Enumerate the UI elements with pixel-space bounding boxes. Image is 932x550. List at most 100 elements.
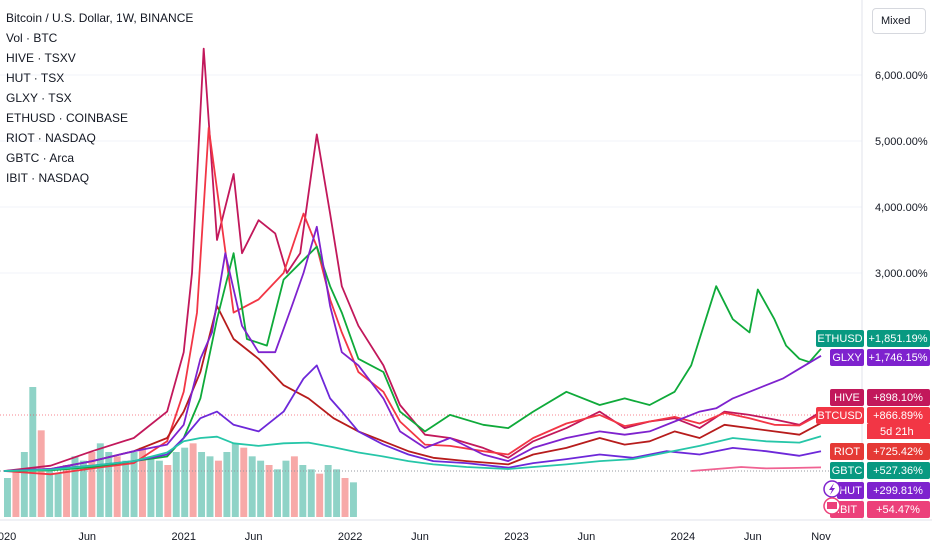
volume-bar <box>29 387 37 517</box>
series-value-tag[interactable] <box>867 501 930 518</box>
series-value-tag[interactable] <box>867 330 930 347</box>
series-value-label: +898.10% <box>873 392 923 404</box>
volume-bar <box>223 452 231 517</box>
legend-item-riot[interactable]: RIOT · NASDAQ <box>6 131 96 145</box>
x-tick-label: 2020 <box>0 531 16 543</box>
series-name-label: IBIT <box>837 504 857 516</box>
volume-bar <box>79 460 87 517</box>
y-tick-label: 5,000.00% <box>875 136 928 148</box>
x-tick-label: 2021 <box>171 531 195 543</box>
volume-bar <box>12 469 20 517</box>
volume-bar <box>248 456 256 517</box>
legend-item-hut[interactable]: HUT · TSX <box>6 71 65 85</box>
axis-icons <box>823 480 841 515</box>
series-value-tag[interactable] <box>867 443 930 460</box>
series-lines <box>3 47 822 476</box>
x-tick-label: 2022 <box>338 531 362 543</box>
volume-bar <box>333 469 341 517</box>
lightning-icon-glyph <box>829 483 835 495</box>
y-tick-label: 6,000.00% <box>875 70 928 82</box>
volume-bar <box>63 465 71 517</box>
volume-bar <box>88 452 96 517</box>
series-name-tag[interactable] <box>830 349 864 366</box>
x-tick-label: 2024 <box>671 531 695 543</box>
x-tick-label: Jun <box>578 531 596 543</box>
series-line-ethusd[interactable] <box>3 245 822 472</box>
series-line-hut[interactable] <box>3 364 822 472</box>
series-name-tag[interactable] <box>830 462 864 479</box>
volume-bar <box>71 456 79 517</box>
series-name-tag[interactable] <box>837 482 864 499</box>
series-name-label: GLXY <box>832 352 862 364</box>
volume-bar <box>324 465 332 517</box>
volume-bar <box>307 469 315 517</box>
series-name-label: BTCUSD <box>817 410 862 422</box>
volume-bar <box>282 460 290 517</box>
chart-title[interactable]: Bitcoin / U.S. Dollar, 1W, BINANCE <box>6 11 194 25</box>
legend-item-ethusd[interactable]: ETHUSD · COINBASE <box>6 111 129 125</box>
flag-icon-glyph <box>827 502 837 509</box>
volume-bar <box>172 452 180 517</box>
countdown-tag <box>867 424 930 439</box>
volume-bar <box>96 443 104 517</box>
series-value-label: +54.47% <box>876 504 920 516</box>
series-line-hive[interactable] <box>3 47 822 472</box>
series-line-ibit[interactable] <box>691 466 822 472</box>
series-line-riot[interactable] <box>3 305 822 472</box>
series-value-label: +725.42% <box>873 446 923 458</box>
series-value-tag[interactable] <box>867 349 930 366</box>
legend-item-glxy[interactable]: GLXY · TSX <box>6 91 72 105</box>
time-axis: 2020 Jun 2021 Jun 2022 Jun 2023 Jun 2024 Jun Nov <box>0 531 831 543</box>
volume-bar <box>341 478 349 517</box>
legend-item-gbtc[interactable]: GBTC · Arca <box>6 151 75 165</box>
volume-bar <box>130 452 138 517</box>
series-line-glxy[interactable] <box>3 225 822 472</box>
volume-bar <box>240 447 248 517</box>
series-name-tag[interactable] <box>816 330 864 347</box>
volume-bar <box>274 469 281 517</box>
last-value-labels: ETHUSD +1,851.19% GLXY +1,746.15% HIVE +898.1… <box>816 330 930 518</box>
series-name-label: HUT <box>839 485 862 497</box>
series-value-label: +299.81% <box>873 485 923 497</box>
volume-bar <box>265 465 273 517</box>
series-name-tag[interactable] <box>830 443 864 460</box>
series-name-label: RIOT <box>834 446 861 458</box>
legend: Bitcoin / U.S. Dollar, 1W, BINANCE Vol ·… <box>6 8 193 188</box>
volume-bar <box>198 452 206 517</box>
x-tick-label: Jun <box>744 531 762 543</box>
volume-bar <box>46 469 54 517</box>
legend-item-hive[interactable]: HIVE · TSXV <box>6 51 76 65</box>
scale-mode-button[interactable]: Mixed <box>872 8 926 34</box>
volume-bar <box>214 460 222 517</box>
volume-bar <box>155 460 163 517</box>
volume-bar <box>349 482 357 517</box>
volume-bar <box>299 465 307 517</box>
y-tick-label: 3,000.00% <box>875 268 928 280</box>
volume-bar <box>257 460 265 517</box>
legend-item-vol[interactable]: Vol · BTC <box>6 31 58 45</box>
volume-bar <box>290 456 298 517</box>
series-value-tag[interactable] <box>867 407 930 424</box>
series-value-label: +866.89% <box>873 410 923 422</box>
volume-bar <box>122 460 130 517</box>
series-name-tag[interactable] <box>816 407 864 424</box>
series-name-label: ETHUSD <box>817 333 862 345</box>
series-line-gbtc[interactable] <box>3 435 822 472</box>
series-name-tag[interactable] <box>830 389 864 406</box>
volume-bar <box>206 456 214 517</box>
y-tick-label: 4,000.00% <box>875 202 928 214</box>
series-value-tag[interactable] <box>867 389 930 406</box>
volume-bar <box>316 473 324 517</box>
volume-bar <box>105 452 113 517</box>
series-value-tag[interactable] <box>867 462 930 479</box>
price-axis: 6,000.00% 5,000.00% 4,000.00% 3,000.00% <box>875 70 928 280</box>
volume-bar <box>189 443 197 517</box>
volume-bars <box>4 387 357 517</box>
x-tick-label: Jun <box>78 531 96 543</box>
legend-item-ibit[interactable]: IBIT · NASDAQ <box>6 171 90 185</box>
series-value-tag[interactable] <box>867 482 930 499</box>
countdown-label: 5d 21h <box>880 426 914 438</box>
volume-bar <box>181 447 189 517</box>
x-tick-label: 2023 <box>504 531 528 543</box>
